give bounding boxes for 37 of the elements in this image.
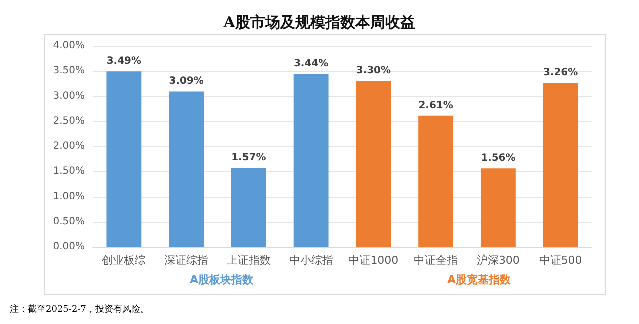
- x-tick-label: 中证1000: [348, 254, 399, 267]
- x-tick-label: 中证500: [539, 254, 582, 267]
- y-tick-label: 0.00%: [53, 242, 85, 252]
- x-tick-label: 上证指数: [226, 254, 271, 267]
- bar: [169, 92, 204, 247]
- y-tick-label: 0.50%: [53, 216, 85, 228]
- bar: [543, 83, 578, 247]
- data-label: 3.30%: [356, 66, 392, 77]
- data-label: 3.44%: [294, 58, 329, 70]
- text: A股宽基指数: [447, 274, 512, 286]
- data-label: 2.61%: [418, 100, 454, 112]
- bar: [231, 168, 266, 247]
- y-tick-label: 4.00%: [53, 40, 85, 52]
- y-tick-label: 3.50%: [53, 66, 85, 77]
- bar: [480, 168, 516, 247]
- data-label: 1.57%: [232, 152, 266, 164]
- x-tick-label: 深证综指: [164, 254, 209, 267]
- bar: [294, 74, 329, 247]
- y-tick-label: 2.00%: [53, 141, 85, 152]
- data-label: 3.09%: [169, 76, 204, 88]
- x-tick-label: 沪深300: [476, 254, 520, 267]
- text: 注：截至2025-2-7，投资有风险。: [10, 304, 150, 315]
- data-label: 1.56%: [481, 153, 516, 164]
- y-tick-label: 1.00%: [53, 191, 85, 202]
- chart-title: A股市场及规模指数本周收益: [222, 14, 416, 32]
- y-tick-label: 1.50%: [53, 166, 85, 178]
- data-label: 3.49%: [106, 56, 142, 68]
- bar: [418, 116, 454, 247]
- text: A股板块指数: [190, 274, 255, 286]
- bar: [356, 81, 392, 247]
- x-tick-label: 中小综指: [289, 254, 334, 267]
- data-label: 3.26%: [543, 68, 578, 79]
- x-tick-label: 创业板综: [102, 254, 146, 267]
- x-tick-label: 中证全指: [414, 254, 458, 267]
- bar: [106, 72, 142, 247]
- y-tick-label: 3.00%: [53, 90, 85, 102]
- y-tick-label: 2.50%: [53, 116, 85, 127]
